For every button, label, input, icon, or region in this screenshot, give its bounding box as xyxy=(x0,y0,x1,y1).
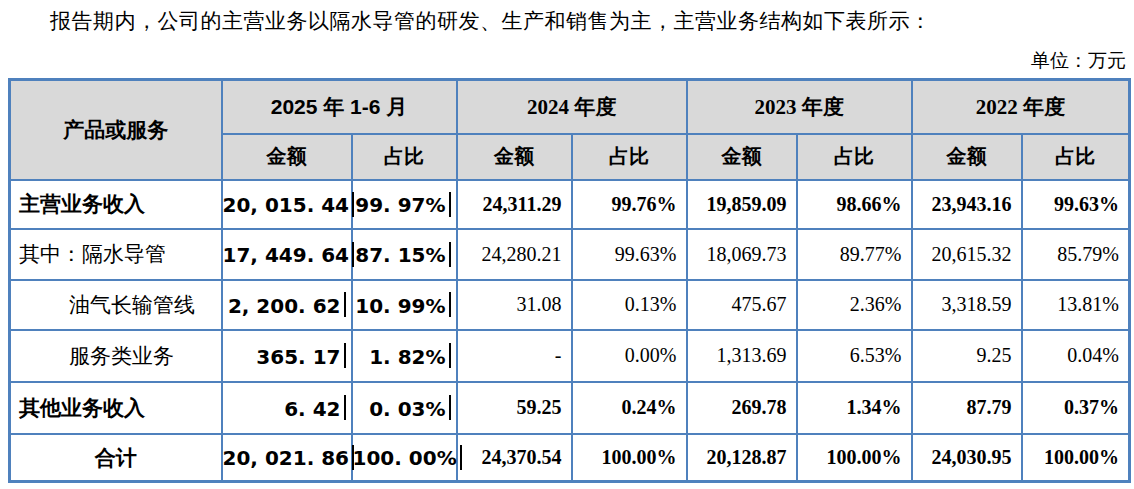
cell-ratio-2025: 87. 15% xyxy=(352,229,457,280)
cell-amount-2023: 18,069.73 xyxy=(687,229,797,280)
cell-amount-2024: 59.25 xyxy=(457,382,572,434)
cell-ratio-2022: 100.00% xyxy=(1022,434,1130,482)
row-label: 其中：隔水导管 xyxy=(10,229,222,280)
cell-amount-2023: 475.67 xyxy=(687,280,797,330)
cell-value: 99. 97% xyxy=(355,193,450,217)
cell-amount-2024: - xyxy=(457,330,572,382)
cell-amount-2022: 3,318.59 xyxy=(912,280,1022,330)
cell-ratio-2024: 99.76% xyxy=(572,180,687,229)
cell-ratio-2024: 0.13% xyxy=(572,280,687,330)
cell-value: 2, 200. 62 xyxy=(228,294,346,318)
cell-ratio-2025: 99. 97% xyxy=(352,180,457,229)
cell-value: 17, 449. 64 xyxy=(223,243,355,267)
table-row-oil-gas-pipeline: 油气长输管线 2, 200. 62 10. 99% 31.08 0.13% 47… xyxy=(10,280,1130,330)
cell-amount-2025: 20, 021. 86 xyxy=(222,434,352,482)
row-label: 油气长输管线 xyxy=(10,280,222,330)
cell-value: 1. 82% xyxy=(369,345,450,369)
cell-amount-2022: 9.25 xyxy=(912,330,1022,382)
cell-ratio-2025: 100. 00% xyxy=(352,434,457,482)
cell-amount-2025: 6. 42 xyxy=(222,382,352,434)
col-header-period-2024: 2024 年度 xyxy=(457,80,687,134)
cell-value: 100. 00% xyxy=(353,446,462,470)
cell-ratio-2023: 2.36% xyxy=(797,280,912,330)
table-row-main-revenue: 主营业务收入 20, 015. 44 99. 97% 24,311.29 99.… xyxy=(10,180,1130,229)
cell-ratio-2023: 100.00% xyxy=(797,434,912,482)
cell-amount-2024: 31.08 xyxy=(457,280,572,330)
cell-ratio-2022: 99.63% xyxy=(1022,180,1130,229)
cell-ratio-2024: 0.24% xyxy=(572,382,687,434)
cell-value: 20, 021. 86 xyxy=(223,446,355,470)
cell-ratio-2023: 89.77% xyxy=(797,229,912,280)
sub-header-amount-2024: 金额 xyxy=(457,134,572,180)
cell-ratio-2023: 1.34% xyxy=(797,382,912,434)
cell-ratio-2024: 0.00% xyxy=(572,330,687,382)
cell-value: 365. 17 xyxy=(256,345,345,369)
header-row-periods: 产品或服务 2025 年 1-6 月 2024 年度 2023 年度 2022 … xyxy=(10,80,1130,134)
col-header-period-2025h1: 2025 年 1-6 月 xyxy=(222,80,457,134)
cell-ratio-2025: 10. 99% xyxy=(352,280,457,330)
cell-amount-2022: 23,943.16 xyxy=(912,180,1022,229)
cell-amount-2025: 20, 015. 44 xyxy=(222,180,352,229)
cell-value: 0. 03% xyxy=(369,397,450,421)
sub-header-amount-2023: 金额 xyxy=(687,134,797,180)
main-business-structure-table: 产品或服务 2025 年 1-6 月 2024 年度 2023 年度 2022 … xyxy=(8,78,1131,483)
cell-ratio-2024: 100.00% xyxy=(572,434,687,482)
cell-ratio-2022: 0.37% xyxy=(1022,382,1130,434)
cell-amount-2025: 17, 449. 64 xyxy=(222,229,352,280)
col-header-period-2023: 2023 年度 xyxy=(687,80,912,134)
cell-ratio-2024: 99.63% xyxy=(572,229,687,280)
cell-ratio-2022: 0.04% xyxy=(1022,330,1130,382)
cell-amount-2023: 269.78 xyxy=(687,382,797,434)
sub-header-ratio-2023: 占比 xyxy=(797,134,912,180)
sub-header-ratio-2024: 占比 xyxy=(572,134,687,180)
table-row-riser-pipe: 其中：隔水导管 17, 449. 64 87. 15% 24,280.21 99… xyxy=(10,229,1130,280)
document-page: 报告期内，公司的主营业务以隔水导管的研发、生产和销售为主，主营业务结构如下表所示… xyxy=(0,0,1134,489)
cell-value: 20, 015. 44 xyxy=(223,193,355,217)
row-label: 合计 xyxy=(10,434,222,482)
cell-amount-2024: 24,370.54 xyxy=(457,434,572,482)
table-row-total: 合计 20, 021. 86 100. 00% 24,370.54 100.00… xyxy=(10,434,1130,482)
sub-header-ratio-2025: 占比 xyxy=(352,134,457,180)
cell-amount-2022: 24,030.95 xyxy=(912,434,1022,482)
cell-ratio-2025: 1. 82% xyxy=(352,330,457,382)
cell-amount-2025: 2, 200. 62 xyxy=(222,280,352,330)
col-header-product: 产品或服务 xyxy=(10,80,222,180)
row-label: 服务类业务 xyxy=(10,330,222,382)
cell-ratio-2022: 13.81% xyxy=(1022,280,1130,330)
cell-value: 10. 99% xyxy=(355,294,450,318)
cell-amount-2023: 20,128.87 xyxy=(687,434,797,482)
row-label: 主营业务收入 xyxy=(10,180,222,229)
cell-amount-2022: 20,615.32 xyxy=(912,229,1022,280)
col-header-period-2022: 2022 年度 xyxy=(912,80,1130,134)
cell-amount-2024: 24,280.21 xyxy=(457,229,572,280)
row-label: 其他业务收入 xyxy=(10,382,222,434)
sub-header-amount-2022: 金额 xyxy=(912,134,1022,180)
cell-amount-2025: 365. 17 xyxy=(222,330,352,382)
cell-amount-2023: 1,313.69 xyxy=(687,330,797,382)
unit-label: 单位：万元 xyxy=(8,48,1126,74)
cell-amount-2022: 87.79 xyxy=(912,382,1022,434)
cell-amount-2023: 19,859.09 xyxy=(687,180,797,229)
sub-header-ratio-2022: 占比 xyxy=(1022,134,1130,180)
cell-value: 6. 42 xyxy=(284,397,345,421)
cell-ratio-2022: 85.79% xyxy=(1022,229,1130,280)
cell-ratio-2025: 0. 03% xyxy=(352,382,457,434)
table-row-other-revenue: 其他业务收入 6. 42 0. 03% 59.25 0.24% 269.78 1… xyxy=(10,382,1130,434)
cell-value: 87. 15% xyxy=(355,243,450,267)
cell-ratio-2023: 98.66% xyxy=(797,180,912,229)
cell-amount-2024: 24,311.29 xyxy=(457,180,572,229)
table-row-service-business: 服务类业务 365. 17 1. 82% - 0.00% 1,313.69 6.… xyxy=(10,330,1130,382)
sub-header-amount-2025: 金额 xyxy=(222,134,352,180)
intro-paragraph: 报告期内，公司的主营业务以隔水导管的研发、生产和销售为主，主营业务结构如下表所示… xyxy=(8,6,1126,36)
cell-ratio-2023: 6.53% xyxy=(797,330,912,382)
